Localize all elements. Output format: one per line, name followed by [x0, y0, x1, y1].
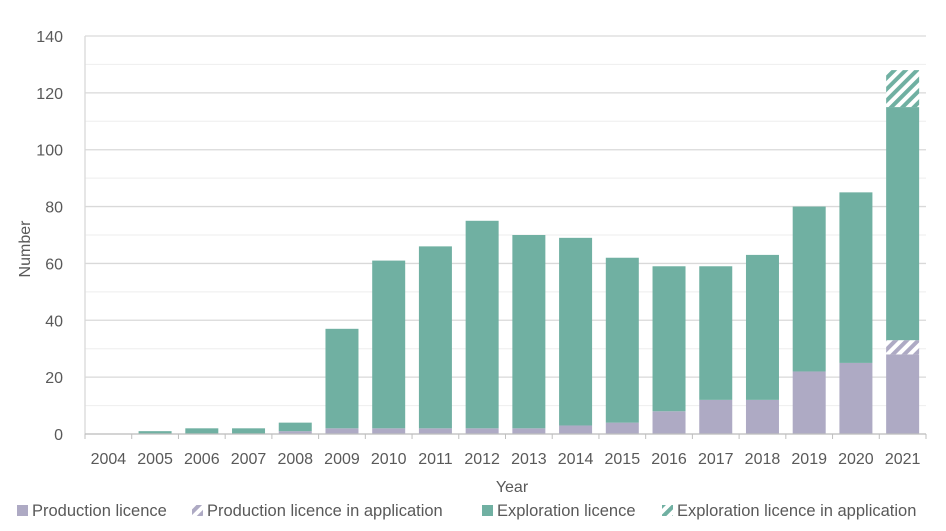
x-tick-label: 2021 [885, 451, 921, 468]
bar-segment-exploration-licence [138, 431, 172, 434]
bar-segment-production-licence [559, 425, 593, 434]
x-tick-label: 2014 [558, 451, 594, 468]
bar-segment-production-licence [652, 411, 686, 434]
bar-segment-production-licence [699, 399, 733, 434]
legend: Production licence Production licence in … [17, 502, 916, 520]
bar-segment-exploration-licence [886, 107, 920, 341]
x-tick-labels: 2004 2005 2006 2007 2008 2009 2010 2011 2012 2013… [91, 451, 921, 468]
bar-segment-exploration-licence [699, 266, 733, 400]
bar-segment-exploration-licence [745, 254, 779, 400]
bar-segment-exploration-licence [418, 246, 452, 429]
bar-segment-production-licence [278, 431, 312, 434]
bars [84, 70, 927, 439]
bar-segment-production-licence [839, 362, 873, 434]
y-tick-label: 20 [45, 370, 63, 387]
x-tick-label: 2009 [324, 451, 360, 468]
x-tick-label: 2013 [511, 451, 547, 468]
bar-segment-exploration-licence [325, 328, 359, 429]
x-tick-label: 2008 [277, 451, 313, 468]
y-tick-label: 100 [36, 143, 63, 160]
bar-segment-exploration-licence [792, 206, 826, 372]
legend-swatch [17, 505, 28, 516]
y-tick-label: 60 [45, 256, 63, 273]
bar-segment-production-licence [325, 428, 359, 434]
x-tick-label: 2015 [605, 451, 641, 468]
bar-segment-production-licence-in-application [886, 340, 920, 355]
bar-segment-exploration-licence-in-application [886, 70, 920, 108]
legend-label: Exploration licence in application [677, 502, 916, 520]
bar-segment-production-licence [745, 399, 779, 434]
bar-segment-exploration-licence [185, 428, 219, 434]
bar-segment-production-licence [605, 422, 639, 434]
x-tick-label: 2018 [745, 451, 781, 468]
legend-label: Production licence [32, 502, 167, 520]
legend-label: Production licence in application [207, 502, 443, 520]
bar-segment-production-licence [372, 428, 406, 434]
bar-segment-exploration-licence [652, 266, 686, 412]
y-tick-label: 80 [45, 200, 63, 217]
y-tick-label: 140 [36, 29, 63, 46]
x-tick-label: 2012 [464, 451, 500, 468]
y-tick-labels: 0 20 40 60 80 100 120 140 [36, 29, 63, 444]
x-tick-label: 2020 [838, 451, 874, 468]
x-axis-title: Year [496, 479, 529, 496]
bar-segment-production-licence [512, 428, 546, 434]
bar-segment-production-licence [465, 428, 499, 434]
bar-segment-production-licence [418, 428, 452, 434]
bar-segment-exploration-licence [465, 220, 499, 429]
bar-segment-production-licence [886, 354, 920, 434]
bar-segment-exploration-licence [605, 257, 639, 423]
legend-swatch [482, 505, 493, 516]
bar-segment-exploration-licence [559, 237, 593, 426]
y-tick-label: 40 [45, 313, 63, 330]
x-tick-label: 2019 [791, 451, 827, 468]
x-tick-label: 2011 [418, 451, 453, 468]
bar-segment-exploration-licence [372, 260, 406, 429]
bar-segment-exploration-licence [278, 422, 312, 432]
bar-segment-exploration-licence [232, 428, 266, 434]
x-tick-label: 2016 [651, 451, 687, 468]
bar-segment-exploration-licence [839, 192, 873, 363]
x-tick-label: 2007 [231, 451, 267, 468]
legend-swatch [192, 505, 203, 516]
legend-swatch [662, 505, 673, 516]
x-tick-label: 2005 [137, 451, 173, 468]
y-axis-title: Number [17, 220, 34, 278]
bar-segment-exploration-licence [512, 235, 546, 429]
y-tick-label: 120 [36, 86, 63, 103]
x-tick-label: 2004 [91, 451, 127, 468]
x-tick-label: 2010 [371, 451, 407, 468]
legend-label: Exploration licence [497, 502, 636, 520]
y-tick-label: 0 [54, 427, 63, 444]
gridlines [84, 35, 926, 435]
x-tick-label: 2017 [698, 451, 734, 468]
x-tick-label: 2006 [184, 451, 220, 468]
bar-segment-production-licence [792, 371, 826, 434]
